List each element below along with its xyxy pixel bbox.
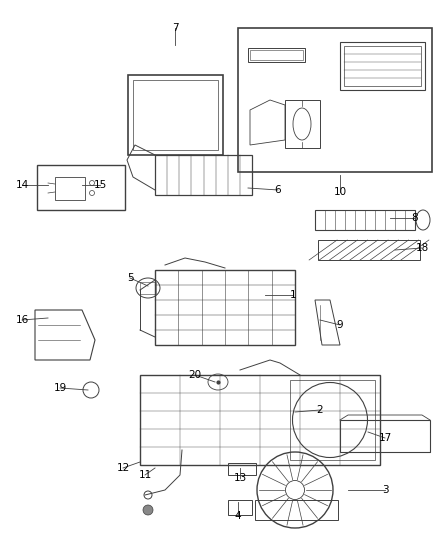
Text: 13: 13 xyxy=(233,473,247,483)
Bar xyxy=(155,155,252,195)
Text: 19: 19 xyxy=(53,383,67,393)
Bar xyxy=(318,240,420,260)
Text: 7: 7 xyxy=(172,23,178,33)
Text: 17: 17 xyxy=(378,433,392,443)
Bar xyxy=(238,28,432,172)
Bar xyxy=(340,420,430,452)
Bar xyxy=(228,463,256,475)
Text: 9: 9 xyxy=(337,320,343,330)
Bar xyxy=(133,80,218,150)
Text: 15: 15 xyxy=(93,180,106,190)
Text: 2: 2 xyxy=(317,405,323,415)
Text: 18: 18 xyxy=(415,243,429,253)
Bar xyxy=(37,165,125,210)
Bar xyxy=(55,177,85,200)
Text: 8: 8 xyxy=(412,213,418,223)
Bar xyxy=(285,100,320,148)
Bar xyxy=(344,46,421,86)
Text: 5: 5 xyxy=(127,273,133,283)
Bar xyxy=(127,75,223,155)
Text: 1: 1 xyxy=(290,290,297,300)
Ellipse shape xyxy=(143,505,153,515)
Text: 14: 14 xyxy=(15,180,28,190)
Bar xyxy=(248,48,305,62)
Bar xyxy=(140,282,156,294)
Bar xyxy=(340,42,425,90)
Text: 12: 12 xyxy=(117,463,130,473)
Bar xyxy=(290,380,375,460)
Text: 16: 16 xyxy=(15,315,28,325)
Bar xyxy=(228,500,252,515)
Text: 6: 6 xyxy=(275,185,281,195)
Bar xyxy=(140,375,380,465)
Bar xyxy=(315,210,415,230)
Text: 10: 10 xyxy=(333,187,346,197)
Bar xyxy=(255,500,338,520)
Text: 4: 4 xyxy=(235,511,241,521)
Text: 3: 3 xyxy=(381,485,389,495)
Text: 11: 11 xyxy=(138,470,152,480)
Bar xyxy=(155,270,295,345)
Bar xyxy=(250,50,303,60)
Text: 20: 20 xyxy=(188,370,201,380)
